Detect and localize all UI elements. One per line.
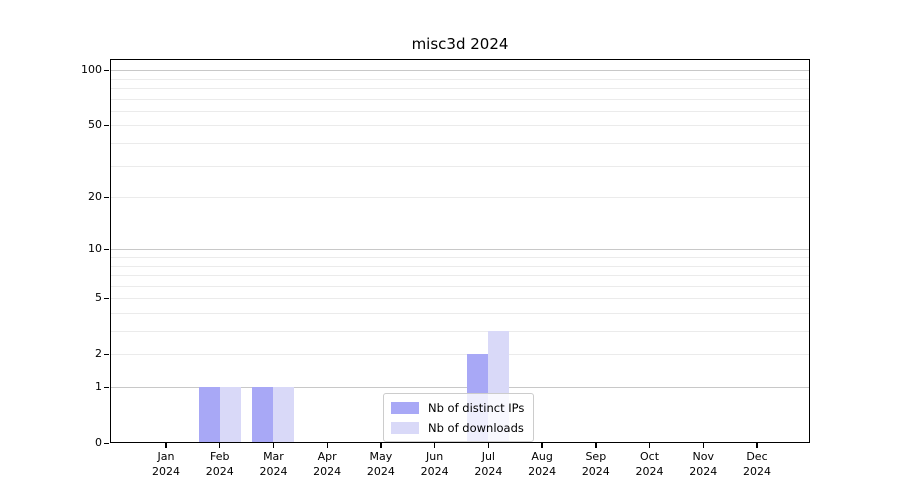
x-tick-year: 2024 — [528, 465, 557, 478]
legend-label-downloads: Nb of downloads — [428, 420, 524, 435]
x-tick-year: 2024 — [581, 465, 610, 478]
plot-area — [110, 59, 810, 443]
major-gridline — [110, 249, 810, 251]
minor-gridline — [110, 285, 810, 287]
x-tick-year: 2024 — [259, 465, 288, 478]
minor-gridline — [110, 312, 810, 314]
y-tick — [104, 248, 109, 251]
y-tick — [104, 353, 109, 356]
y-tick-label: 20 — [88, 190, 102, 204]
x-tick-month: Aug — [531, 450, 553, 463]
chart-title: misc3d 2024 — [411, 35, 509, 53]
minor-gridline — [110, 110, 810, 112]
x-tick-year: 2024 — [420, 465, 449, 478]
legend-swatch-downloads-icon — [391, 421, 419, 434]
x-tick-month: Nov — [692, 450, 714, 463]
minor-gridline — [110, 275, 810, 277]
x-tick-month: Jul — [481, 450, 495, 463]
x-tick-year: 2024 — [366, 465, 395, 478]
x-tick-month: Jun — [426, 450, 444, 463]
legend-label-distinct-ips: Nb of distinct IPs — [428, 400, 525, 415]
x-tick-year: 2024 — [635, 465, 664, 478]
minor-gridline — [110, 256, 810, 258]
minor-gridline — [110, 197, 810, 199]
x-tick — [219, 443, 221, 448]
x-tick — [756, 443, 758, 448]
major-gridline — [110, 70, 810, 72]
minor-gridline — [110, 165, 810, 167]
y-tick-label: 100 — [81, 63, 102, 77]
x-tick-label: Jan 2024 — [134, 449, 198, 479]
x-tick-year: 2024 — [205, 465, 234, 478]
y-tick — [104, 124, 109, 127]
x-tick-label: Apr 2024 — [295, 449, 359, 479]
x-tick — [648, 443, 651, 448]
x-tick-month: Sep — [585, 450, 607, 463]
x-tick-label: Jul 2024 — [456, 449, 520, 479]
x-tick-label: Sep 2024 — [564, 449, 628, 479]
x-tick — [326, 443, 328, 448]
x-tick-month: Feb — [209, 450, 230, 463]
legend-item-distinct-ips: Nb of distinct IPs — [391, 399, 524, 416]
y-tick-label: 1 — [95, 380, 102, 393]
x-tick-year: 2024 — [313, 465, 342, 478]
x-tick-label: Oct 2024 — [618, 449, 682, 479]
x-tick — [272, 443, 275, 448]
x-tick-label: May 2024 — [349, 449, 413, 479]
y-tick — [104, 69, 109, 71]
x-tick-label: Dec 2024 — [725, 449, 789, 479]
x-tick — [380, 443, 382, 448]
legend-item-downloads: Nb of downloads — [391, 419, 524, 436]
bar-downloads-mar — [273, 387, 295, 443]
y-tick — [104, 196, 109, 198]
bar-distinct-ips-mar — [252, 387, 274, 443]
x-tick-month: Apr — [317, 450, 337, 463]
minor-gridline — [110, 88, 810, 89]
y-tick-label: 50 — [88, 118, 102, 132]
y-tick-label: 5 — [95, 291, 102, 305]
minor-gridline — [110, 265, 810, 267]
legend-swatch-distinct-ips-icon — [391, 401, 419, 414]
x-tick — [702, 443, 704, 448]
x-tick-month: May — [369, 450, 393, 463]
minor-gridline — [110, 78, 810, 80]
x-tick-month: Dec — [746, 450, 768, 463]
minor-gridline — [110, 143, 810, 144]
x-tick — [487, 443, 490, 448]
legend: Nb of distinct IPs Nb of downloads — [383, 393, 535, 442]
x-tick-label: Feb 2024 — [188, 449, 252, 479]
y-tick — [104, 386, 109, 388]
x-tick-label: Nov 2024 — [671, 449, 735, 479]
y-tick — [104, 442, 109, 444]
x-tick-month: Oct — [640, 450, 660, 463]
x-tick-month: Jan — [157, 450, 175, 463]
x-tick — [541, 443, 543, 448]
y-tick-label: 2 — [95, 347, 102, 361]
x-tick-label: Mar 2024 — [241, 449, 305, 479]
minor-gridline — [110, 298, 810, 300]
x-tick-year: 2024 — [742, 465, 771, 478]
x-tick-label: Aug 2024 — [510, 449, 574, 479]
minor-gridline — [110, 331, 810, 332]
x-tick-year: 2024 — [474, 465, 503, 478]
x-tick-label: Jun 2024 — [403, 449, 467, 479]
major-gridline — [110, 387, 810, 388]
x-tick — [595, 443, 597, 448]
x-tick-year: 2024 — [689, 465, 718, 478]
x-tick-year: 2024 — [152, 465, 180, 478]
bar-distinct-ips-feb — [198, 387, 220, 443]
x-tick — [434, 443, 436, 448]
minor-gridline — [110, 125, 810, 127]
x-tick — [165, 443, 167, 448]
y-tick-label: 10 — [88, 242, 102, 256]
x-tick-month: Mar — [263, 450, 284, 463]
y-tick — [104, 297, 109, 300]
minor-gridline — [110, 354, 810, 356]
bar-downloads-feb — [219, 387, 241, 443]
minor-gridline — [110, 98, 810, 100]
y-tick-label: 0 — [95, 436, 102, 449]
